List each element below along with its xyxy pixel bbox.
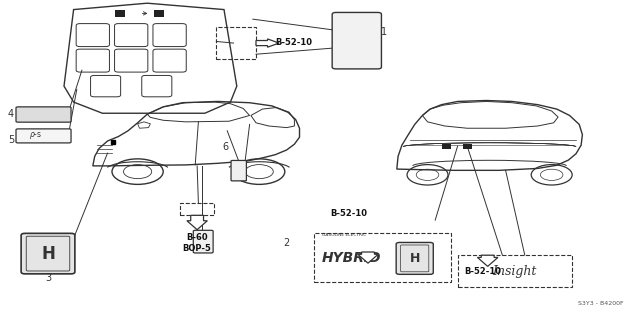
- FancyBboxPatch shape: [332, 12, 381, 69]
- Bar: [216, 27, 256, 59]
- FancyBboxPatch shape: [16, 129, 71, 143]
- Bar: [115, 10, 125, 17]
- Polygon shape: [187, 215, 207, 230]
- Bar: [442, 144, 451, 149]
- Text: HYBRID: HYBRID: [322, 251, 381, 265]
- Text: B-52-10: B-52-10: [330, 209, 367, 218]
- Text: B-52-10: B-52-10: [465, 267, 502, 276]
- Text: H: H: [410, 252, 420, 265]
- FancyBboxPatch shape: [21, 234, 75, 274]
- Text: 2: 2: [284, 238, 290, 248]
- Text: B-52-10: B-52-10: [275, 38, 312, 47]
- Bar: [463, 144, 472, 149]
- Text: 4: 4: [8, 109, 14, 119]
- FancyBboxPatch shape: [396, 242, 433, 274]
- Polygon shape: [256, 39, 279, 47]
- Text: B-60: B-60: [186, 233, 208, 242]
- Text: 1: 1: [381, 27, 387, 37]
- FancyBboxPatch shape: [231, 160, 246, 181]
- Text: H: H: [41, 245, 55, 263]
- Text: BOP-5: BOP-5: [182, 244, 212, 253]
- Text: GASOLINE ELECTRIC: GASOLINE ELECTRIC: [322, 233, 366, 237]
- Bar: [458, 255, 572, 287]
- Text: 5: 5: [8, 135, 14, 145]
- Polygon shape: [358, 252, 378, 263]
- Text: S3Y3 - B4200F: S3Y3 - B4200F: [579, 301, 624, 306]
- Text: 6: 6: [222, 142, 228, 152]
- Text: 3: 3: [45, 273, 51, 283]
- FancyBboxPatch shape: [16, 107, 71, 122]
- Text: Insight: Insight: [492, 265, 537, 278]
- Bar: [314, 233, 451, 282]
- Bar: [180, 203, 214, 215]
- FancyBboxPatch shape: [193, 230, 213, 253]
- Bar: [154, 10, 164, 17]
- Text: $\rho$-s: $\rho$-s: [29, 130, 42, 141]
- Polygon shape: [477, 255, 498, 266]
